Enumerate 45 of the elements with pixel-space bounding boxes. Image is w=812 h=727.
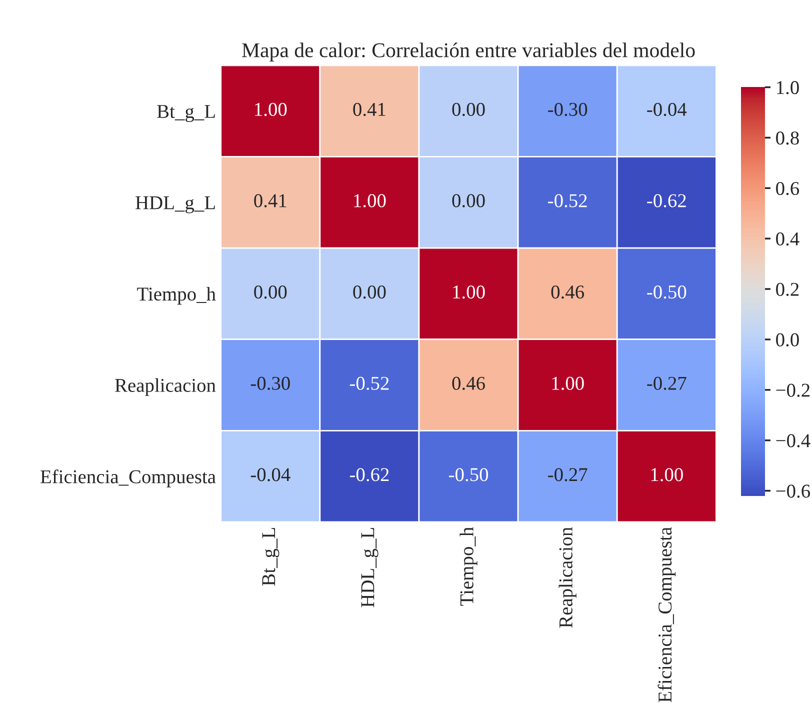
data-label: -0.27: [647, 376, 686, 390]
data-label: 0.00: [254, 285, 287, 299]
data-label: -0.30: [548, 102, 588, 116]
y-tick-label: Tiempo_h: [137, 286, 216, 305]
chart-title: Mapa de calor: Correlación entre variables del modelo: [242, 42, 695, 62]
data-label: 0.41: [353, 102, 386, 116]
data-label: -0.30: [250, 376, 290, 390]
data-label: -0.04: [647, 102, 687, 116]
data-label: -0.62: [350, 468, 389, 482]
data-label: 1.00: [354, 194, 386, 208]
data-label: 0.41: [254, 194, 286, 208]
color-bar-label: −0.2: [776, 384, 810, 397]
data-label: 0.00: [353, 285, 386, 299]
y-tick-label: Reaplicacion: [115, 378, 216, 396]
y-tick-label: Bt_g_L: [157, 105, 215, 122]
data-label: -0.04: [250, 468, 290, 482]
color-bar-label: 0.6: [776, 182, 800, 196]
color-bar-label: 0.0: [776, 333, 799, 346]
y-tick-label: HDL_g_L: [136, 196, 215, 214]
data-label: -0.62: [647, 194, 686, 208]
x-tick-label: Reaplicacion: [558, 527, 576, 628]
color-bar-label: 1.0: [777, 81, 799, 94]
x-tick-label: Tiempo_h: [460, 527, 478, 606]
data-label: -0.50: [448, 468, 488, 482]
data-label: 1.00: [453, 285, 485, 299]
color-bar-label: −0.6: [776, 484, 810, 498]
data-label: 0.46: [452, 376, 485, 390]
x-tick-label: Eficiencia_Compuesta: [658, 527, 676, 702]
data-label: 1.00: [552, 376, 584, 390]
x-tick-label: HDL_g_L: [361, 528, 378, 608]
color-bar-label: 0.2: [776, 282, 799, 296]
data-label: 1.00: [651, 468, 683, 482]
data-label: 0.00: [452, 194, 485, 208]
color-bar-label: −0.4: [776, 434, 810, 448]
data-label: -0.27: [548, 468, 588, 482]
data-label: 0.00: [452, 102, 485, 116]
data-label: 0.46: [551, 285, 584, 299]
data-label: 1.00: [255, 102, 287, 116]
data-label: -0.52: [548, 194, 587, 208]
data-label: -0.50: [647, 285, 686, 299]
color-bar-label: 0.4: [776, 232, 800, 246]
x-tick-label: Bt_g_L: [262, 528, 280, 586]
data-label: -0.52: [350, 376, 389, 390]
color-bar-label: 0.8: [776, 131, 799, 145]
y-tick-label: Eficiencia_Compuesta: [40, 469, 216, 488]
